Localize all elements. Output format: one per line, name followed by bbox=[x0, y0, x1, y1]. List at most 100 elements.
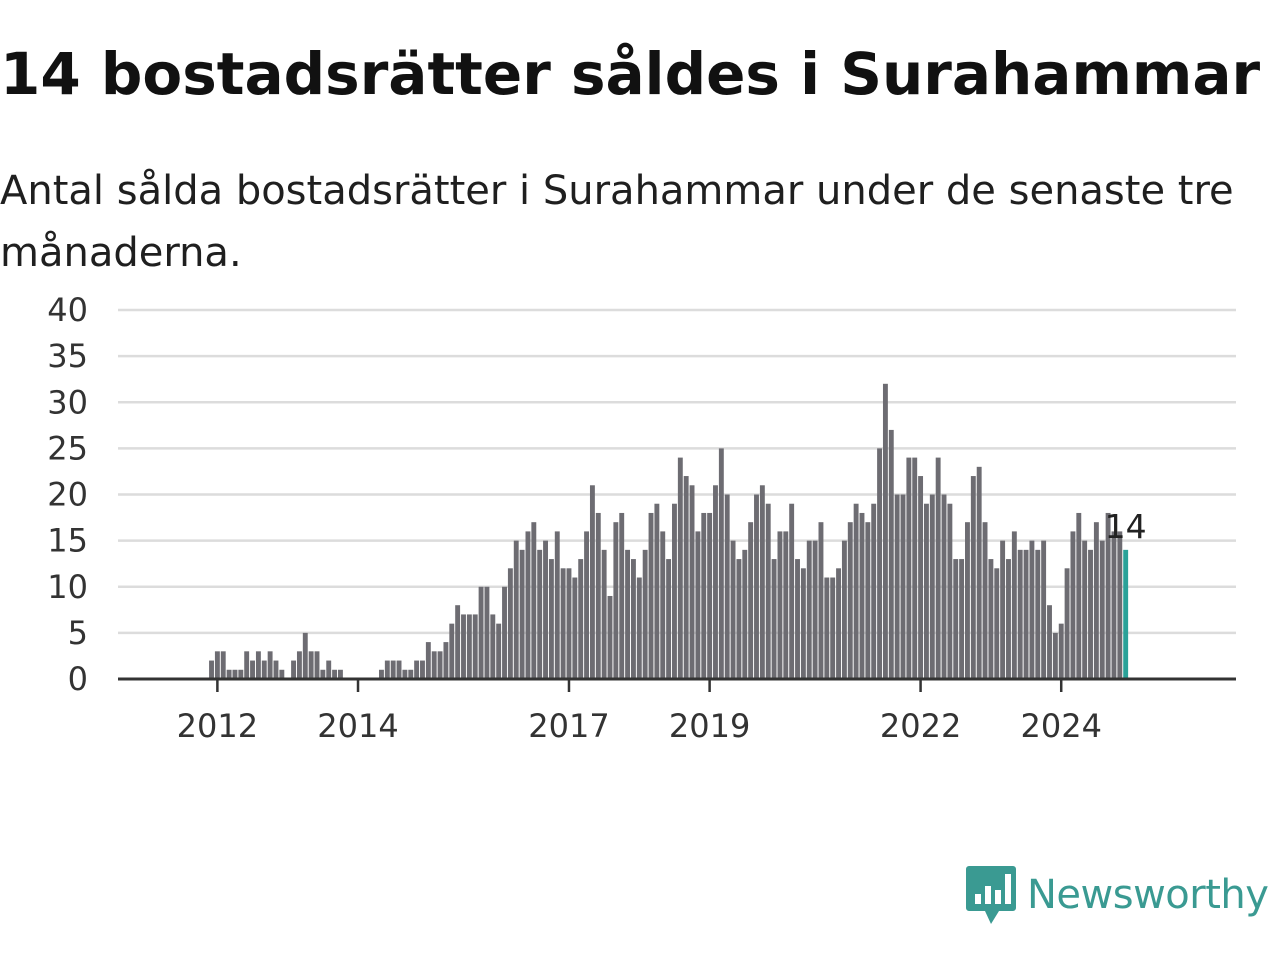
bar bbox=[244, 651, 250, 679]
bar bbox=[396, 660, 402, 679]
bar bbox=[601, 549, 607, 679]
bar bbox=[589, 485, 595, 679]
bar bbox=[425, 642, 431, 679]
bar bbox=[543, 540, 548, 680]
page-title: 14 bostadsrätter såldes i Surahammar bbox=[0, 40, 1261, 108]
bar bbox=[695, 531, 701, 679]
bar bbox=[379, 669, 384, 679]
x-tick-label: 2024 bbox=[1021, 707, 1102, 745]
bar bbox=[836, 568, 841, 679]
x-tick-label: 2014 bbox=[317, 707, 398, 745]
page-subtitle: Antal sålda bostadsrätter i Surahammar u… bbox=[0, 168, 1234, 276]
bar bbox=[384, 660, 390, 679]
bar bbox=[765, 503, 771, 679]
last-value-label: 14 bbox=[1105, 507, 1147, 546]
bar bbox=[619, 512, 625, 679]
bar bbox=[994, 568, 1000, 679]
value-labels: 14 bbox=[1105, 507, 1147, 546]
bar bbox=[1105, 512, 1111, 679]
bar bbox=[232, 669, 238, 679]
bar bbox=[390, 660, 396, 679]
bar bbox=[654, 503, 660, 679]
bar bbox=[935, 457, 941, 679]
bar bbox=[472, 614, 478, 679]
bar bbox=[273, 660, 279, 679]
grid-lines bbox=[118, 308, 1236, 635]
bar bbox=[730, 540, 736, 680]
x-tick-label: 2012 bbox=[177, 707, 258, 745]
bar bbox=[795, 559, 800, 679]
bar bbox=[759, 485, 765, 679]
bar bbox=[566, 568, 572, 679]
bar bbox=[660, 531, 666, 679]
bar-latest bbox=[1123, 549, 1129, 679]
bar bbox=[525, 531, 531, 679]
x-tick-label: 2017 bbox=[528, 707, 609, 745]
bar bbox=[959, 559, 965, 679]
bars bbox=[209, 383, 1129, 680]
bar bbox=[431, 651, 437, 679]
bar bbox=[976, 466, 982, 679]
bar bbox=[261, 660, 267, 679]
y-tick-label: 0 bbox=[68, 660, 88, 698]
bar bbox=[707, 512, 713, 679]
brand-name: Newsworthy bbox=[1027, 872, 1269, 918]
bar bbox=[1076, 512, 1082, 679]
bar bbox=[255, 651, 261, 679]
bar bbox=[906, 457, 912, 679]
bar bbox=[771, 559, 777, 679]
bar bbox=[578, 559, 584, 679]
bar bbox=[824, 577, 830, 679]
bar bbox=[748, 522, 754, 679]
bar bbox=[214, 651, 220, 679]
bar bbox=[1041, 540, 1047, 680]
bar bbox=[1099, 540, 1105, 680]
bar bbox=[736, 559, 742, 679]
y-tick-label: 5 bbox=[68, 614, 88, 652]
bar bbox=[320, 669, 326, 679]
bar bbox=[941, 494, 947, 679]
bar bbox=[420, 660, 425, 679]
bar bbox=[900, 494, 906, 679]
bar bbox=[806, 540, 812, 680]
bar bbox=[888, 429, 894, 679]
bar bbox=[970, 476, 976, 679]
bar bbox=[818, 522, 824, 679]
bar bbox=[1035, 549, 1041, 679]
bar-chart: 0 5 10 15 20 25 30 35 40 2012 2014 2017 2019 2022 202… bbox=[47, 291, 1236, 745]
bar bbox=[209, 660, 214, 679]
bar bbox=[1070, 531, 1076, 679]
bar bbox=[326, 660, 332, 679]
bar bbox=[337, 669, 343, 679]
brand-logo: Newsworthy bbox=[965, 862, 1269, 928]
bar bbox=[302, 632, 308, 680]
bar bbox=[1082, 540, 1088, 680]
bar bbox=[859, 512, 865, 679]
bar bbox=[408, 669, 414, 679]
bar bbox=[953, 559, 959, 679]
y-tick-label: 15 bbox=[47, 522, 88, 560]
bar bbox=[531, 522, 537, 679]
bar bbox=[672, 503, 677, 679]
bar bbox=[1088, 549, 1093, 679]
bar bbox=[437, 651, 443, 679]
bar bbox=[455, 605, 461, 679]
bar bbox=[1093, 522, 1099, 679]
bar bbox=[982, 522, 988, 679]
bar bbox=[490, 614, 496, 679]
bar bbox=[560, 568, 566, 679]
bar bbox=[537, 549, 543, 679]
bar bbox=[625, 549, 631, 679]
newsworthy-logo-icon bbox=[966, 866, 1016, 924]
bar bbox=[584, 531, 590, 679]
bar bbox=[449, 623, 455, 679]
bar bbox=[742, 549, 748, 679]
bar bbox=[777, 531, 783, 679]
y-axis-ticks: 0 5 10 15 20 25 30 35 40 bbox=[47, 291, 88, 698]
bar bbox=[548, 559, 554, 679]
bar bbox=[754, 494, 759, 679]
bar bbox=[789, 503, 795, 679]
bar bbox=[988, 559, 994, 679]
bar bbox=[443, 642, 449, 679]
bar bbox=[607, 595, 613, 679]
